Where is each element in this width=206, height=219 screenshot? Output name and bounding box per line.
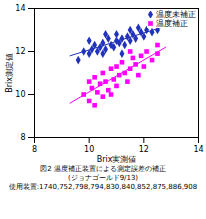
- svg-text:14: 14: [193, 145, 203, 154]
- svg-text:Brix実測値: Brix実測値: [97, 155, 137, 164]
- svg-text:Brix測定値: Brix測定値: [5, 53, 14, 93]
- svg-text:8: 8: [32, 145, 37, 154]
- svg-text:10: 10: [15, 90, 25, 99]
- html-text:図2 温度補正装置による測定誤差の補正: 図2 温度補正装置による測定誤差の補正: [40, 165, 166, 173]
- svg-text:8: 8: [20, 133, 25, 142]
- html-text:(ジョナゴールド9/13): (ジョナゴールド9/13): [67, 174, 139, 182]
- html-text:温度補正: 温度補正: [156, 19, 188, 28]
- svg-text:12: 12: [15, 47, 25, 56]
- svg-text:12: 12: [139, 145, 149, 154]
- html-text:温度未補正: 温度未補正: [156, 10, 196, 19]
- html-text:使用装置:1740,752,798,794,830,840,: 使用装置:1740,752,798,794,830,840,852,875,88…: [8, 183, 198, 191]
- svg-text:10: 10: [84, 145, 94, 154]
- svg-text:14: 14: [15, 4, 25, 13]
